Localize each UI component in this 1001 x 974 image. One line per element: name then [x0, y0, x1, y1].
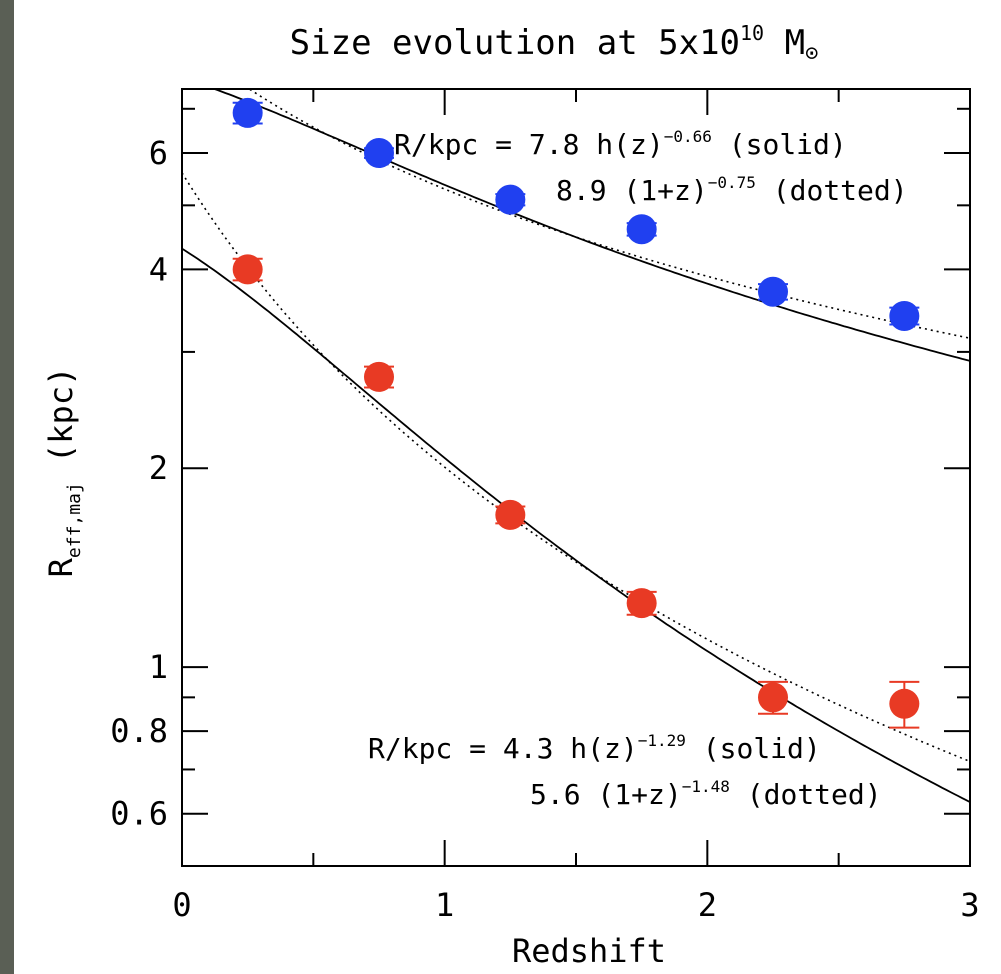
x-tick-label: 0 [172, 886, 191, 924]
red-fit-annotation-solid: R/kpc = 4.3 h(z)−1.29 (solid) [368, 731, 821, 765]
x-axis-label: Redshift [512, 932, 666, 970]
fit-solid-line-1 [182, 247, 970, 803]
y-tick-label: 0.8 [110, 712, 168, 750]
fit-lines [182, 89, 970, 803]
data-points [232, 97, 920, 729]
data-point [889, 688, 920, 719]
data-point [626, 588, 657, 619]
data-point [495, 499, 526, 530]
y-tick-label: 1 [149, 648, 168, 686]
y-tick-label: 2 [149, 449, 168, 487]
data-point [758, 276, 788, 307]
y-tick-label: 6 [149, 134, 168, 172]
blue-fit-annotation-dotted: 8.9 (1+z)−0.75 (dotted) [556, 173, 908, 207]
data-point [758, 682, 788, 713]
data-point [364, 138, 394, 169]
y-axis-label: Reff,maj (kpc) [42, 367, 85, 578]
x-tick-label: 2 [698, 886, 717, 924]
x-tick-label: 1 [435, 886, 454, 924]
red-fit-annotation-dotted: 5.6 (1+z)−1.48 (dotted) [530, 777, 882, 811]
chart-title: Size evolution at 5x1010 M⊙ [290, 21, 819, 66]
data-point [495, 184, 526, 215]
chart-svg: Size evolution at 5x1010 M⊙ 0 1 2 3 0.6 0.8 1 2… [42, 21, 980, 970]
fit-solid-line-0 [211, 89, 970, 362]
fit-dotted-line-0 [247, 89, 970, 339]
data-point [889, 300, 920, 331]
x-tick-label: 3 [960, 886, 979, 924]
chart-figure: Size evolution at 5x1010 M⊙ 0 1 2 3 0.6 0.8 1 2… [14, 0, 1001, 974]
data-point [626, 214, 657, 245]
fit-dotted-line-1 [182, 172, 970, 763]
axis-ticks: 0 1 2 3 0.6 0.8 1 2 4 6 [110, 89, 980, 924]
y-tick-label: 4 [149, 250, 168, 288]
y-tick-label: 0.6 [110, 795, 168, 833]
data-point [232, 254, 263, 285]
data-point [364, 361, 394, 392]
blue-fit-annotation-solid: R/kpc = 7.8 h(z)−0.66 (solid) [394, 127, 847, 161]
data-point [232, 97, 263, 128]
